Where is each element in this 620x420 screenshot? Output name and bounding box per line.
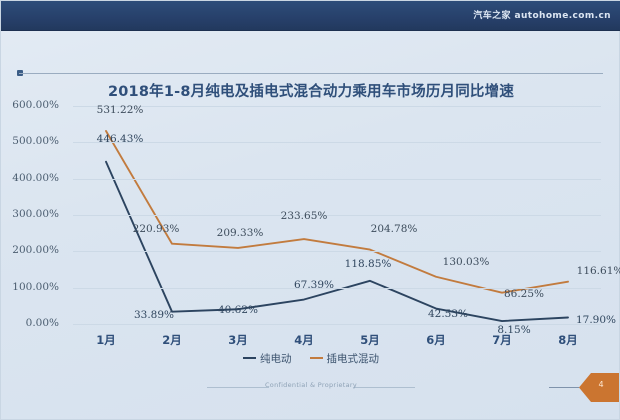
legend-item-插电式混动[interactable]: 插电式混动 bbox=[309, 351, 380, 366]
chart-data-label: 233.65% bbox=[280, 210, 328, 223]
y-axis-tick-label: 100.00% bbox=[12, 280, 59, 293]
chart-data-label: 42.53% bbox=[427, 307, 469, 320]
chart-data-label: 17.90% bbox=[575, 314, 617, 327]
x-axis-tick-label: 7月 bbox=[492, 333, 512, 347]
page-number: 4 bbox=[598, 380, 604, 389]
y-axis-tick-label: 500.00% bbox=[12, 135, 59, 148]
chart-data-label: 531.22% bbox=[96, 104, 144, 116]
chart-data-label: 67.39% bbox=[293, 278, 335, 291]
chart-gridline bbox=[73, 287, 601, 289]
title-divider bbox=[19, 73, 603, 74]
brand-logo: 汽车之家 autohome.com.cn bbox=[473, 11, 611, 21]
chart-plot-area: 600.00% 500.00% 400.00% 300.00% 200.00% 100.0… bbox=[12, 99, 620, 347]
legend-item-纯电动[interactable]: 纯电动 bbox=[243, 351, 292, 366]
x-axis-tick-label: 3月 bbox=[228, 333, 248, 347]
header-bar: 汽车之家 autohome.com.cn bbox=[1, 1, 620, 31]
chart-gridline bbox=[73, 215, 601, 216]
x-axis-tick-label: 4月 bbox=[294, 333, 314, 347]
chart-gridline bbox=[73, 106, 601, 107]
chart-data-label: 220.93% bbox=[132, 222, 180, 235]
chart-series-lines bbox=[105, 130, 569, 322]
chart-line-插电式混动 bbox=[105, 130, 569, 294]
x-axis-tick-label: 8月 bbox=[558, 333, 578, 347]
chart-gridline bbox=[73, 178, 601, 180]
legend-swatch-icon bbox=[243, 357, 256, 359]
chart-line-纯电动 bbox=[105, 160, 569, 322]
y-axis-tick-label: 600.00% bbox=[12, 99, 59, 111]
chart-gridline bbox=[73, 324, 601, 325]
x-axis-tick-label: 1月 bbox=[96, 333, 116, 347]
chart-data-label: 204.78% bbox=[370, 222, 418, 235]
chart-data-label: 116.61% bbox=[576, 264, 620, 277]
chart-data-label: 446.43% bbox=[96, 132, 144, 145]
chart-data-label: 8.15% bbox=[497, 324, 531, 337]
chart-data-label: 33.89% bbox=[133, 308, 175, 321]
x-axis-tick-label: 5月 bbox=[360, 333, 380, 347]
y-axis-tick-label: 0.00% bbox=[25, 317, 59, 329]
chart-data-label: 130.03% bbox=[442, 255, 490, 268]
y-axis-tick-label: 200.00% bbox=[12, 244, 59, 257]
footer-rule-left bbox=[207, 387, 269, 388]
page-title: 2018年1-8月纯电及插电式混合动力乘用车市场历月同比增速 bbox=[107, 84, 515, 100]
legend-swatch-icon bbox=[309, 357, 323, 359]
chart-data-label: 118.85% bbox=[344, 257, 392, 270]
chart-gridline bbox=[73, 251, 601, 253]
x-axis-tick-label: 2月 bbox=[162, 333, 182, 347]
chart-gridline bbox=[73, 142, 601, 144]
legend-label: 插电式混动 bbox=[326, 353, 380, 365]
x-axis-tick-label: 6月 bbox=[426, 333, 446, 347]
chart-data-label: 86.25% bbox=[503, 287, 545, 300]
legend-label: 纯电动 bbox=[260, 353, 292, 365]
y-axis-tick-label: 300.00% bbox=[12, 208, 59, 220]
chart-data-label: 209.33% bbox=[216, 226, 264, 239]
page-marker-line bbox=[549, 387, 579, 388]
chart-data-label: 40.62% bbox=[217, 304, 259, 317]
chart-legend: 纯电动 插电式混动 bbox=[1, 351, 620, 366]
y-axis-tick-label: 400.00% bbox=[12, 171, 59, 184]
chart-container: 600.00% 500.00% 400.00% 300.00% 200.00% 100.0… bbox=[12, 99, 620, 347]
footer-rule-right bbox=[353, 387, 415, 388]
footer-text: Confidential & Proprietary bbox=[264, 381, 358, 389]
